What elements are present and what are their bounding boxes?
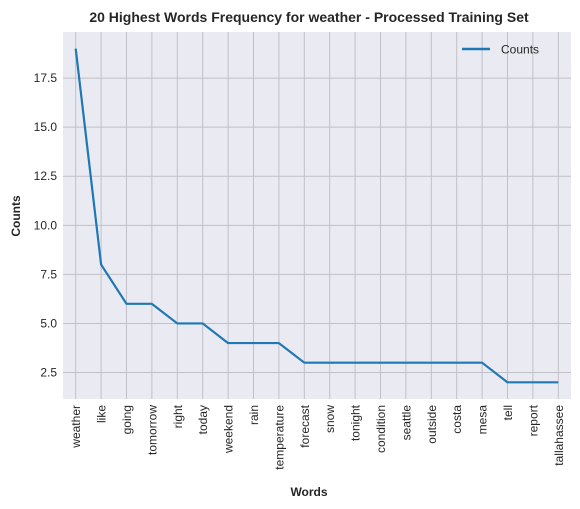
x-tick-label: seattle xyxy=(399,405,413,441)
y-tick-label: 12.5 xyxy=(34,169,58,183)
x-tick-label: outside xyxy=(425,405,439,444)
x-tick-label: temperature xyxy=(272,405,286,470)
series-layer xyxy=(74,48,559,384)
x-tick-label: forecast xyxy=(298,404,312,447)
y-axis-ticks: 2.5 5.0 7.5 10.0 12.5 15.0 17.5 xyxy=(34,71,58,379)
x-tick-label: weekend xyxy=(222,405,236,454)
y-tick-label: 15.0 xyxy=(34,120,58,134)
x-tick-label: tell xyxy=(501,405,515,420)
x-axis-title: Words xyxy=(290,485,327,499)
x-tick-label: rain xyxy=(247,405,261,425)
x-tick-label: report xyxy=(526,404,540,436)
y-tick-label: 2.5 xyxy=(40,366,57,380)
chart-title: 20 Highest Words Frequency for weather -… xyxy=(89,9,529,25)
x-tick-label: snow xyxy=(323,405,337,433)
x-axis-ticks: weather like going tomorrow right today weeken… xyxy=(69,404,566,469)
y-tick-label: 17.5 xyxy=(34,71,58,85)
legend-label-counts: Counts xyxy=(501,43,539,57)
x-tick-label: tonight xyxy=(349,404,363,441)
x-tick-label: condition xyxy=(374,405,388,453)
y-tick-label: 7.5 xyxy=(40,267,57,281)
y-tick-label: 5.0 xyxy=(40,316,57,330)
grid xyxy=(63,32,571,399)
legend: Counts xyxy=(462,43,539,57)
x-tick-label: weather xyxy=(69,405,83,449)
x-tick-label: right xyxy=(171,404,185,428)
y-tick-label: 10.0 xyxy=(34,218,58,232)
x-tick-label: today xyxy=(196,405,210,434)
series-line-counts xyxy=(74,48,559,384)
y-axis-title: Counts xyxy=(9,195,23,237)
x-tick-label: going xyxy=(120,405,134,434)
x-tick-label: like xyxy=(95,405,109,423)
x-tick-label: costa xyxy=(450,405,464,434)
x-tick-label: tomorrow xyxy=(145,405,159,455)
plot-area xyxy=(63,32,571,399)
x-tick-label: tallahassee xyxy=(552,405,566,466)
x-tick-label: mesa xyxy=(476,405,490,435)
